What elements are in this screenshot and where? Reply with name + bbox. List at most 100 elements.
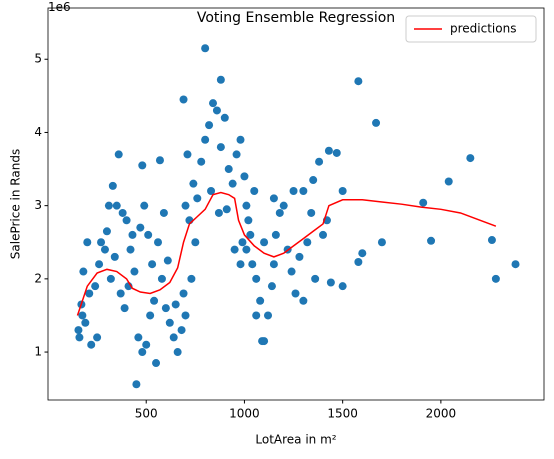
scatter-point xyxy=(444,177,453,186)
scatter-point xyxy=(108,181,117,190)
scatter-point xyxy=(303,238,312,247)
scatter-point xyxy=(197,157,206,166)
scatter-point xyxy=(181,201,190,210)
x-tick-label: 1500 xyxy=(327,407,358,421)
scatter-point xyxy=(309,176,318,185)
y-axis-label: SalePrice in Rands xyxy=(9,149,23,259)
scatter-point xyxy=(377,238,386,247)
scatter-point xyxy=(87,340,96,349)
scatter-point xyxy=(332,148,341,157)
scatter-point xyxy=(189,179,198,188)
scatter-point xyxy=(138,348,147,357)
scatter-point xyxy=(102,227,111,236)
x-tick-label: 500 xyxy=(135,407,158,421)
scatter-point xyxy=(246,230,255,239)
scatter-point xyxy=(148,260,157,269)
y-tick-label: 2 xyxy=(34,271,42,285)
scatter-point xyxy=(267,282,276,291)
scatter-point xyxy=(216,143,225,152)
y-tick-label: 3 xyxy=(34,198,42,212)
scatter-point xyxy=(179,95,188,104)
scatter-point xyxy=(146,311,155,320)
scatter-point xyxy=(244,216,253,225)
scatter-point xyxy=(159,208,168,217)
scatter-point xyxy=(136,223,145,232)
scatter-point xyxy=(372,118,381,127)
scatter-point xyxy=(511,260,520,269)
scatter-point xyxy=(224,165,233,174)
scatter-point xyxy=(205,121,214,130)
scatter-point xyxy=(104,201,113,210)
scatter-point xyxy=(122,216,131,225)
scatter-point xyxy=(240,172,249,181)
scatter-point xyxy=(114,150,123,159)
scatter-point xyxy=(116,289,125,298)
scatter-point xyxy=(85,289,94,298)
scatter-point xyxy=(338,282,347,291)
scatter-point xyxy=(177,326,186,335)
scatter-point xyxy=(427,236,436,245)
scatter-point xyxy=(275,208,284,217)
scatter-point xyxy=(171,300,180,309)
scatter-point xyxy=(134,333,143,342)
scatter-point xyxy=(157,274,166,283)
scatter-point xyxy=(358,249,367,258)
scatter-point xyxy=(112,201,121,210)
scatter-point xyxy=(209,99,218,108)
scatter-point xyxy=(201,135,210,144)
scatter-point xyxy=(207,187,216,196)
scatter-point xyxy=(289,187,298,196)
scatter-point xyxy=(319,230,328,239)
scatter-point xyxy=(315,157,324,166)
scatter-point xyxy=(228,179,237,188)
scatter-point xyxy=(287,267,296,276)
legend-box xyxy=(405,15,537,43)
chart-title: Voting Ensemble Regression xyxy=(197,10,395,26)
scatter-point xyxy=(338,187,347,196)
legend-label: predictions xyxy=(450,22,516,36)
scatter-point xyxy=(252,311,261,320)
scatter-point xyxy=(140,201,149,210)
scatter-point xyxy=(97,238,106,247)
scatter-point xyxy=(91,282,100,291)
scatter-point xyxy=(291,289,300,298)
scatter-point xyxy=(138,161,147,170)
scatter-point xyxy=(269,260,278,269)
scatter-point xyxy=(191,238,200,247)
y-tick-label: 5 xyxy=(34,52,42,66)
scatter-point xyxy=(216,75,225,84)
scatter-point xyxy=(118,208,127,217)
scatter-point xyxy=(154,238,163,247)
scatter-point xyxy=(230,245,239,254)
scatter-point xyxy=(236,260,245,269)
scatter-point xyxy=(155,156,164,165)
scatter-point xyxy=(326,278,335,287)
scatter-point xyxy=(81,318,90,327)
scatter-point xyxy=(79,267,88,276)
scatter-point xyxy=(222,205,231,214)
x-tick-label: 2000 xyxy=(426,407,457,421)
scatter-point xyxy=(163,256,172,265)
scatter-point xyxy=(181,311,190,320)
scatter-point xyxy=(161,304,170,313)
legend: predictions xyxy=(405,15,537,43)
scatter-point xyxy=(295,252,304,261)
y-tick-label: 4 xyxy=(34,125,42,139)
scatter-point xyxy=(130,267,139,276)
scatter-point xyxy=(242,245,251,254)
scatter-point xyxy=(142,340,151,349)
scatter-point xyxy=(260,238,269,247)
scatter-point xyxy=(144,230,153,239)
scatter-point xyxy=(248,260,257,269)
scatter-point xyxy=(173,348,182,357)
scatter-point xyxy=(78,311,87,320)
scatter-point xyxy=(75,333,84,342)
scatter-point xyxy=(74,326,83,335)
y-tick-label: 1 xyxy=(34,345,42,359)
scatter-point xyxy=(250,187,259,196)
plot-frame xyxy=(47,7,545,401)
y-offset-label: 1e6 xyxy=(48,0,71,14)
scatter-point xyxy=(93,333,102,342)
x-axis-label: LotArea in m² xyxy=(255,433,336,447)
scatter-point xyxy=(214,208,223,217)
